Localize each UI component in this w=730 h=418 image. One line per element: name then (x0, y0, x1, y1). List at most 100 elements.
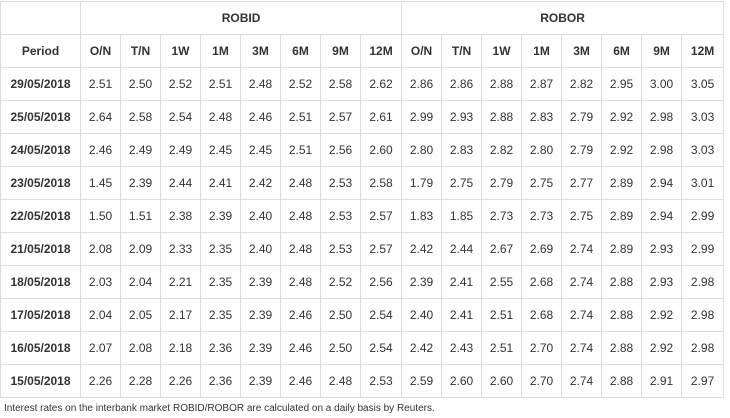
robid-rate-cell: 2.49 (160, 133, 201, 167)
robid-rate-cell: 2.57 (359, 199, 403, 233)
robid-rate-cell: 2.53 (320, 166, 361, 200)
robor-rate-cell: 2.75 (561, 199, 603, 233)
blank-header-cell (0, 1, 81, 35)
robid-rate-cell: 2.54 (359, 331, 403, 365)
robor-rate-cell: 2.89 (601, 199, 643, 233)
robid-rate-cell: 1.51 (120, 199, 161, 233)
robid-rate-cell: 2.35 (200, 265, 241, 299)
robid-rate-cell: 2.62 (359, 67, 403, 101)
robid-rate-cell: 2.42 (240, 166, 281, 200)
robid-tenor-header: O/N (80, 34, 121, 68)
robid-rate-cell: 2.48 (280, 265, 321, 299)
robid-tenor-header: 1W (160, 34, 201, 68)
robor-tenor-header: 1W (481, 34, 523, 68)
robid-rate-cell: 2.58 (320, 67, 361, 101)
robor-rate-cell: 3.03 (681, 100, 725, 134)
robid-rate-cell: 2.39 (240, 331, 281, 365)
robid-rate-cell: 2.51 (200, 67, 241, 101)
robor-rate-cell: 2.91 (641, 364, 683, 398)
robor-tenor-header: 12M (681, 34, 725, 68)
rates-table: ROBID ROBOR Period O/N T/N 1W 1M 3M 6M 9M 12M O/… (0, 1, 725, 398)
robid-tenor-header: 9M (320, 34, 361, 68)
robor-rate-cell: 2.89 (601, 232, 643, 266)
robor-rate-cell: 2.75 (441, 166, 483, 200)
robor-rate-cell: 2.42 (401, 232, 443, 266)
robor-rate-cell: 2.89 (601, 166, 643, 200)
robor-rate-cell: 2.51 (481, 298, 523, 332)
robor-rate-cell: 2.43 (441, 331, 483, 365)
table-row: 16/05/2018 2.07 2.08 2.18 2.36 2.39 2.46 2.50 2.… (0, 331, 725, 365)
robor-rate-cell: 2.75 (521, 166, 563, 200)
robid-rate-cell: 2.33 (160, 232, 201, 266)
robor-rate-cell: 2.74 (561, 232, 603, 266)
robid-rate-cell: 2.53 (320, 232, 361, 266)
robor-rate-cell: 2.60 (441, 364, 483, 398)
robid-rate-cell: 2.04 (120, 265, 161, 299)
robid-rate-cell: 2.40 (240, 199, 281, 233)
robor-rate-cell: 2.79 (561, 100, 603, 134)
robor-tenor-header: O/N (401, 34, 443, 68)
robid-rate-cell: 2.56 (320, 133, 361, 167)
robid-rate-cell: 2.60 (359, 133, 403, 167)
robor-rate-cell: 2.80 (521, 133, 563, 167)
robor-rate-cell: 1.79 (401, 166, 443, 200)
robor-tenor-header: 3M (561, 34, 603, 68)
robor-rate-cell: 2.68 (521, 265, 563, 299)
robor-group-header: ROBOR (401, 1, 725, 35)
robid-rate-cell: 2.36 (200, 364, 241, 398)
robor-rate-cell: 2.41 (441, 265, 483, 299)
robid-rate-cell: 2.52 (320, 265, 361, 299)
robor-rate-cell: 2.42 (401, 331, 443, 365)
robor-rate-cell: 2.92 (601, 133, 643, 167)
robor-rate-cell: 2.98 (681, 331, 725, 365)
period-date-cell: 29/05/2018 (0, 67, 81, 101)
robor-rate-cell: 2.88 (601, 265, 643, 299)
robor-rate-cell: 2.83 (441, 133, 483, 167)
robor-rate-cell: 2.39 (401, 265, 443, 299)
robid-rate-cell: 2.57 (320, 100, 361, 134)
robid-tenor-header: 6M (280, 34, 321, 68)
robor-rate-cell: 3.03 (681, 133, 725, 167)
robid-rate-cell: 2.39 (200, 199, 241, 233)
robid-rate-cell: 1.50 (80, 199, 121, 233)
table-row: 24/05/2018 2.46 2.49 2.49 2.45 2.45 2.51 2.56 2.… (0, 133, 725, 167)
robid-rate-cell: 2.05 (120, 298, 161, 332)
robid-rate-cell: 2.58 (359, 166, 403, 200)
robor-rate-cell: 2.98 (681, 298, 725, 332)
robor-rate-cell: 2.99 (401, 100, 443, 134)
robor-rate-cell: 2.59 (401, 364, 443, 398)
robor-tenor-header: 9M (641, 34, 683, 68)
robid-rate-cell: 2.50 (320, 298, 361, 332)
robor-rate-cell: 2.80 (401, 133, 443, 167)
period-date-cell: 24/05/2018 (0, 133, 81, 167)
robor-rate-cell: 2.94 (641, 166, 683, 200)
table-row: 21/05/2018 2.08 2.09 2.33 2.35 2.40 2.48 2.53 2.… (0, 232, 725, 266)
robid-rate-cell: 2.54 (160, 100, 201, 134)
robor-rate-cell: 3.00 (641, 67, 683, 101)
robor-rate-cell: 2.87 (521, 67, 563, 101)
robor-rate-cell: 2.92 (601, 100, 643, 134)
robor-rate-cell: 2.69 (521, 232, 563, 266)
robid-rate-cell: 2.48 (280, 199, 321, 233)
period-date-cell: 23/05/2018 (0, 166, 81, 200)
period-date-cell: 18/05/2018 (0, 265, 81, 299)
robid-rate-cell: 2.21 (160, 265, 201, 299)
robid-rate-cell: 2.09 (120, 232, 161, 266)
robid-rate-cell: 2.53 (359, 364, 403, 398)
robor-rate-cell: 2.68 (521, 298, 563, 332)
robor-tenor-header: 6M (601, 34, 643, 68)
table-row: 22/05/2018 1.50 1.51 2.38 2.39 2.40 2.48 2.53 2.… (0, 199, 725, 233)
rates-table-body: 29/05/2018 2.51 2.50 2.52 2.51 2.48 2.52 2.58 2.… (0, 67, 725, 398)
period-date-cell: 17/05/2018 (0, 298, 81, 332)
robid-rate-cell: 2.28 (120, 364, 161, 398)
robid-rate-cell: 2.45 (240, 133, 281, 167)
robid-rate-cell: 2.26 (80, 364, 121, 398)
robid-rate-cell: 2.51 (280, 100, 321, 134)
robor-rate-cell: 2.99 (681, 232, 725, 266)
robid-rate-cell: 2.64 (80, 100, 121, 134)
tenor-header-row: Period O/N T/N 1W 1M 3M 6M 9M 12M O/N T/N 1W 1M 3M 6M… (0, 34, 725, 68)
robor-rate-cell: 1.85 (441, 199, 483, 233)
table-row: 25/05/2018 2.64 2.58 2.54 2.48 2.46 2.51 2.57 2.… (0, 100, 725, 134)
robor-rate-cell: 2.98 (641, 133, 683, 167)
robid-rate-cell: 2.36 (200, 331, 241, 365)
